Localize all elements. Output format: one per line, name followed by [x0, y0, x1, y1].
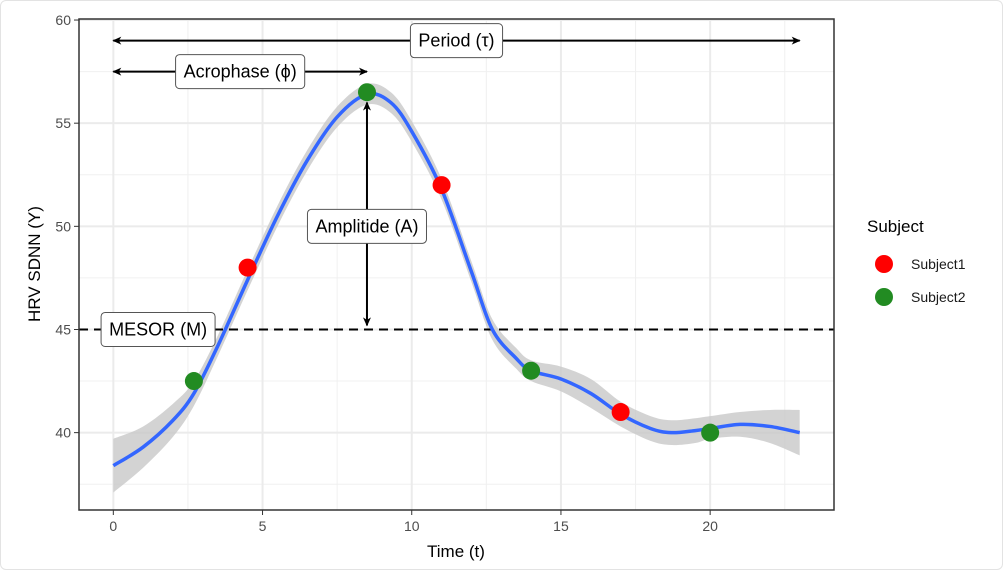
x-tick-label: 15 — [553, 518, 569, 534]
x-tick-label: 0 — [109, 518, 117, 534]
x-tick-label: 20 — [702, 518, 718, 534]
label-text: MESOR (M) — [109, 319, 207, 339]
axes: 0 5 10 15 20 40 45 50 55 60 — [55, 12, 835, 534]
legend-title: Subject — [867, 217, 924, 236]
annotation-labels: Period (τ) Acrophase (ϕ) Amplitide (A) MESO… — [100, 23, 504, 347]
legend-key-subject1 — [875, 255, 893, 273]
smooth-curve — [112, 91, 801, 468]
legend: Subject Subject1 Subject2 — [867, 217, 966, 306]
x-axis-title: Time (t) — [427, 542, 485, 561]
y-tick-label: 45 — [55, 321, 71, 337]
data-points — [184, 83, 720, 442]
y-tick-label: 50 — [55, 218, 71, 234]
x-tick-label: 10 — [404, 518, 420, 534]
x-tick-label: 5 — [259, 518, 267, 534]
label-text: Amplitide (A) — [315, 216, 418, 236]
label-text: Acrophase (ϕ) — [184, 62, 297, 82]
panel-border — [78, 18, 835, 511]
data-point-subject2 — [357, 83, 376, 102]
annotation-label: Period (τ) — [409, 23, 504, 59]
label-box — [306, 208, 427, 244]
data-point-subject1 — [432, 176, 451, 195]
label-box — [409, 23, 504, 59]
data-point-subject2 — [184, 372, 203, 391]
y-axis-title: HRV SDNN (Y) — [25, 206, 44, 322]
annotation-label: Acrophase (ϕ) — [175, 54, 306, 90]
label-box — [100, 311, 216, 347]
y-tick-label: 55 — [55, 115, 71, 131]
label-box — [175, 54, 306, 90]
data-point-subject1 — [611, 403, 630, 422]
y-tick-label: 60 — [55, 12, 71, 28]
data-point-subject2 — [522, 361, 541, 380]
smooth-line — [112, 91, 801, 468]
data-point-subject1 — [238, 258, 257, 277]
legend-label: Subject2 — [911, 289, 966, 305]
label-text: Period (τ) — [418, 31, 494, 51]
y-tick-label: 40 — [55, 425, 71, 441]
legend-key-subject2 — [875, 288, 893, 306]
data-point-subject2 — [701, 423, 720, 442]
legend-label: Subject1 — [911, 256, 966, 272]
annotation-label: MESOR (M) — [100, 311, 216, 347]
annotation-label: Amplitide (A) — [306, 208, 427, 244]
